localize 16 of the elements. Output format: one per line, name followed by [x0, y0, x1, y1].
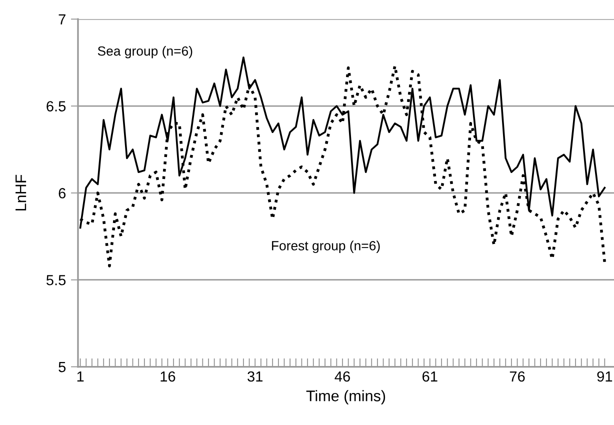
x-tick-label: 61	[422, 371, 438, 382]
y-tick-label: 5.5	[46, 275, 66, 286]
series-label: Forest group (n=6)	[272, 240, 380, 253]
y-tick-label: 6.5	[46, 101, 66, 112]
x-tick-label: 76	[510, 371, 525, 382]
x-axis-title: Time (mins)	[306, 390, 386, 404]
text: Sea group (n=6)	[98, 46, 192, 58]
x-tick-label: 31	[248, 371, 262, 382]
y-axis-title: LnHF	[16, 174, 26, 210]
y-tick-label: 6	[58, 188, 66, 198]
x-tick-label: 46	[334, 371, 350, 382]
y-tick-label: 7	[58, 14, 66, 24]
y-tick-label: 5	[58, 362, 66, 372]
x-tick-label: 1	[77, 371, 84, 382]
x-tick-label: 16	[160, 371, 176, 382]
x-tick-label: 91	[597, 371, 612, 382]
